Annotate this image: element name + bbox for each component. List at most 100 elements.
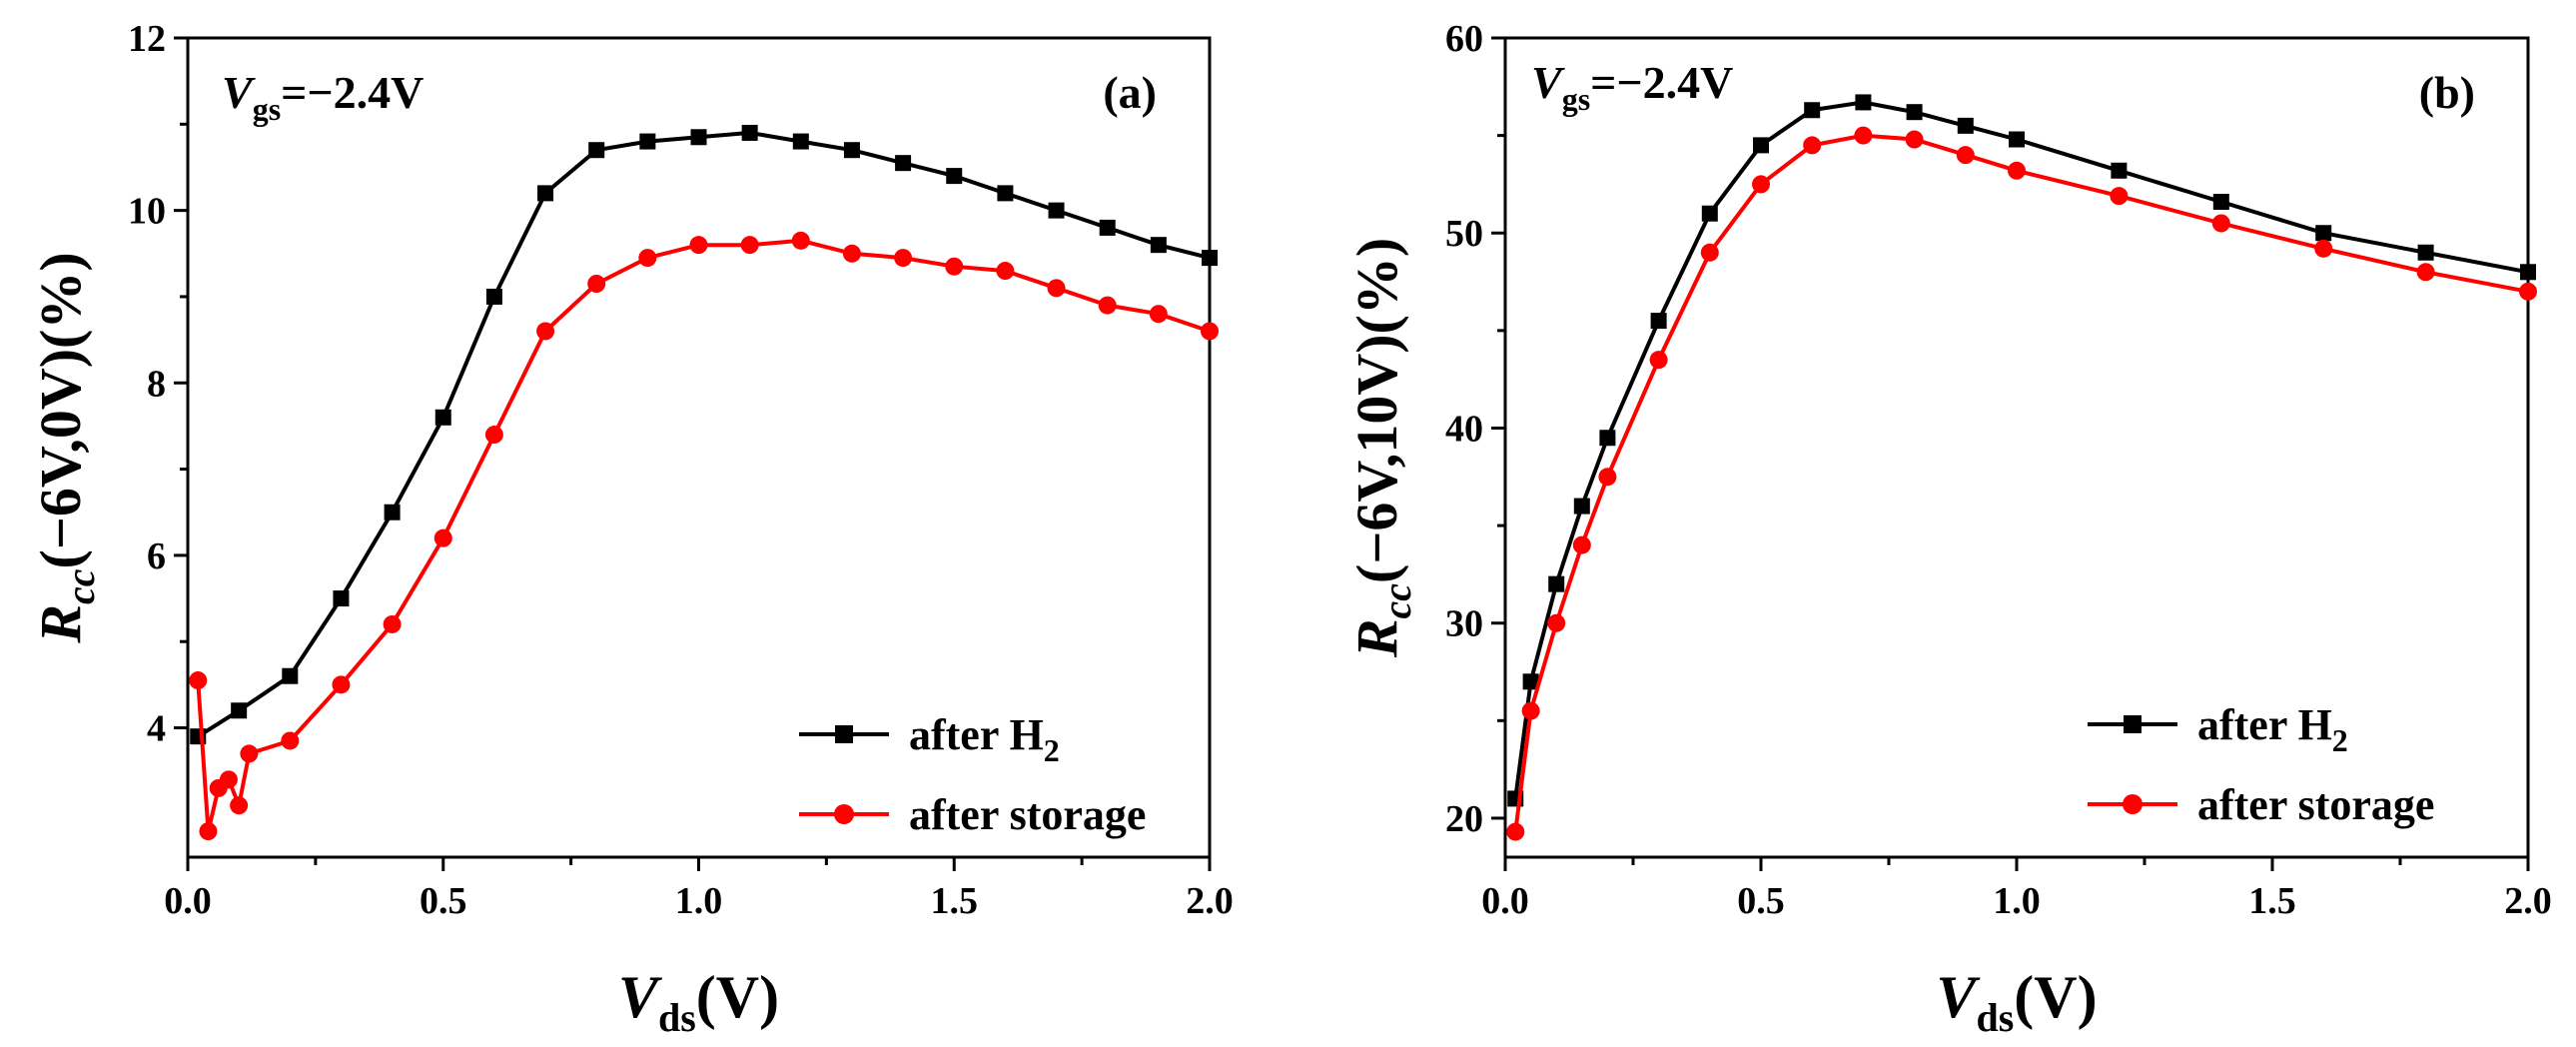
- legend: after H2 after storage: [799, 710, 1146, 839]
- data-point: [1047, 279, 1066, 298]
- data-point: [1598, 468, 1617, 487]
- data-point: [282, 667, 299, 684]
- data-point: [231, 702, 248, 719]
- data-point: [1701, 205, 1718, 222]
- data-point: [1650, 313, 1667, 330]
- x-tick-label: 0.5: [1737, 880, 1785, 922]
- data-point: [843, 142, 860, 159]
- data-point: [1906, 104, 1923, 121]
- legend-marker: [2124, 715, 2142, 733]
- data-point: [1599, 430, 1616, 447]
- y-axis-title: Rcc(−6V,0V)(%): [28, 252, 103, 643]
- data-point: [1700, 243, 1719, 262]
- series-line: [197, 130, 1211, 738]
- y-tick-label: 10: [128, 191, 166, 233]
- data-point: [2211, 214, 2230, 233]
- data-point: [384, 504, 401, 521]
- x-axis-title: Vds(V): [618, 964, 779, 1040]
- data-point: [1098, 296, 1117, 315]
- data-point: [1905, 130, 1924, 149]
- y-tick-label: 50: [1445, 213, 1483, 255]
- data-point: [945, 257, 964, 276]
- series-after-storage: [189, 231, 1219, 841]
- data-point: [1048, 202, 1065, 219]
- y-tick-label: 30: [1445, 603, 1483, 645]
- y-tick-label: 12: [128, 18, 166, 60]
- data-point: [1649, 351, 1668, 370]
- y-tick-label: 8: [147, 363, 166, 405]
- data-point: [333, 590, 350, 607]
- legend-marker: [834, 804, 854, 824]
- x-tick-label: 1.0: [1993, 880, 2041, 922]
- x-tick-label: 1.0: [675, 880, 723, 922]
- data-point: [946, 168, 963, 185]
- data-point: [791, 231, 810, 250]
- y-tick-label: 40: [1445, 408, 1483, 450]
- panel-label: (b): [2419, 67, 2475, 118]
- data-point: [2417, 244, 2434, 261]
- x-tick-label: 0.0: [1481, 880, 1529, 922]
- series-after-h2: [190, 124, 1218, 745]
- data-point: [1201, 322, 1219, 341]
- data-point: [1956, 146, 1975, 165]
- data-point: [792, 133, 809, 150]
- data-point: [1803, 136, 1822, 155]
- legend-label: after H2: [2197, 700, 2348, 758]
- data-point: [1804, 102, 1821, 119]
- data-point: [689, 236, 708, 255]
- panel-0: 0.0 0.5 1.0 1.5 2.0 4 6 8 10 12 Vds(V) Rcc(−6V,0V)(…: [28, 18, 1234, 1040]
- x-axis-title: Vds(V): [1936, 964, 2097, 1040]
- data-point: [434, 409, 451, 426]
- data-point: [383, 614, 402, 633]
- data-point: [2111, 162, 2128, 179]
- data-point: [1573, 498, 1590, 515]
- data-point: [1506, 822, 1525, 841]
- data-point: [1150, 237, 1167, 254]
- data-point: [1548, 575, 1565, 592]
- series-line: [1513, 100, 2529, 799]
- legend: after H2 after storage: [2088, 700, 2434, 829]
- data-point: [433, 528, 452, 547]
- data-point: [1572, 535, 1591, 554]
- data-point: [2315, 225, 2332, 242]
- panel-1: 0.0 0.5 1.0 1.5 2.0 20 30 40 50 60 Vds(V) Rcc(−6V,1…: [1344, 18, 2552, 1040]
- y-tick-label: 60: [1445, 18, 1483, 60]
- data-point: [997, 185, 1014, 202]
- y-axis-title: Rcc(−6V,10V)(%): [1344, 238, 1419, 658]
- legend-label: after storage: [2197, 780, 2434, 829]
- data-point: [1099, 219, 1116, 236]
- legend-marker: [2123, 794, 2143, 814]
- data-point: [895, 155, 912, 172]
- legend-label: after H2: [909, 710, 1060, 768]
- series-after-storage: [1506, 126, 2537, 841]
- data-point: [1522, 673, 1539, 690]
- data-point: [2110, 187, 2129, 206]
- data-point: [281, 731, 300, 750]
- data-point: [2212, 194, 2229, 210]
- y-tick-label: 6: [147, 535, 166, 577]
- data-point: [484, 426, 503, 445]
- data-point: [2008, 161, 2026, 180]
- panel-label: (a): [1103, 67, 1157, 118]
- x-tick-label: 1.5: [931, 880, 979, 922]
- data-point: [230, 796, 249, 815]
- data-point: [189, 671, 208, 690]
- data-point: [2314, 239, 2333, 258]
- series-line: [1513, 133, 2529, 832]
- x-tick-label: 2.0: [1186, 880, 1234, 922]
- data-point: [1753, 137, 1769, 154]
- data-point: [1521, 701, 1540, 720]
- legend-marker: [835, 725, 853, 743]
- data-point: [1957, 117, 1974, 134]
- plot-frame: [1503, 36, 2530, 859]
- data-point: [485, 288, 502, 305]
- data-point: [1547, 613, 1566, 632]
- data-point: [2416, 263, 2435, 282]
- data-point: [690, 129, 707, 146]
- data-point: [1752, 175, 1770, 194]
- data-point: [219, 770, 238, 789]
- data-point: [894, 249, 913, 268]
- data-point: [1202, 250, 1218, 267]
- data-point: [1854, 126, 1873, 145]
